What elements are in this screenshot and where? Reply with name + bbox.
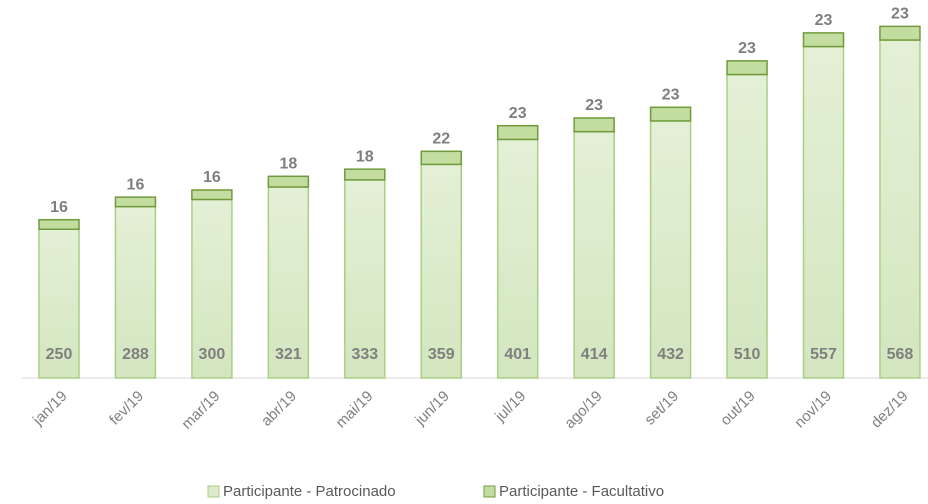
x-tick-label: dez/19 [868,388,912,432]
bar-segment [420,163,462,379]
data-label: 300 [199,346,226,363]
bar-segment [38,218,80,230]
bar-segment [802,32,845,48]
bar-segment [38,228,80,379]
bar-segment [649,106,692,122]
x-tick-label: mai/19 [333,388,377,432]
x-tick-label: jan/19 [29,388,71,430]
bar-segment [879,39,921,379]
data-label: 568 [887,346,914,363]
data-label: 557 [810,346,837,363]
x-tick-label: set/19 [641,388,682,429]
data-label: 288 [122,346,149,363]
bar-segment [420,150,462,166]
data-label: 16 [127,176,145,193]
data-label: 23 [815,12,833,29]
data-label: 321 [275,346,302,363]
bar-segment [267,186,310,379]
legend-label: Participante - Patrocinado [223,483,396,500]
data-label: 23 [585,97,603,114]
bar-segment [726,73,768,379]
bar-segment [114,205,157,379]
bar-segment [802,45,845,379]
x-tick-label: jul/19 [491,388,529,426]
legend-swatch [483,485,496,498]
data-label: 510 [734,346,761,363]
data-label: 16 [203,169,221,186]
bar-segment [573,130,615,379]
data-label: 250 [46,346,73,363]
bar-segment [267,175,310,188]
bar-segment [496,138,539,379]
x-tick-label: fev/19 [106,388,147,429]
data-label: 401 [504,346,531,363]
data-label: 23 [891,6,909,23]
x-tick-label: nov/19 [791,388,835,432]
bar-segment [726,60,768,76]
legend-label: Participante - Facultativo [499,483,664,500]
legend-swatch [207,485,220,498]
x-tick-label: ago/19 [561,388,605,432]
bar-segment [879,25,921,41]
bar-segment [191,189,233,201]
bar-segment [114,196,157,208]
bar-segment [573,117,615,133]
x-tick-label: mar/19 [179,388,224,433]
data-label: 359 [428,346,455,363]
x-tick-label: jun/19 [411,388,453,430]
bar-segment [649,120,692,379]
data-label: 18 [356,148,374,165]
data-label: 16 [50,199,68,216]
data-label: 23 [738,40,756,57]
data-label: 18 [279,156,297,173]
data-label: 414 [581,346,608,363]
bar-segment [344,168,386,181]
data-label: 333 [351,346,378,363]
bar-segment [496,124,539,141]
x-tick-label: out/19 [717,388,759,430]
data-label: 23 [662,86,680,103]
data-label: 432 [657,346,684,363]
bar-segment [344,179,386,379]
data-label: 22 [432,131,450,148]
data-label: 23 [509,105,527,122]
x-tick-label: abr/19 [258,388,300,430]
